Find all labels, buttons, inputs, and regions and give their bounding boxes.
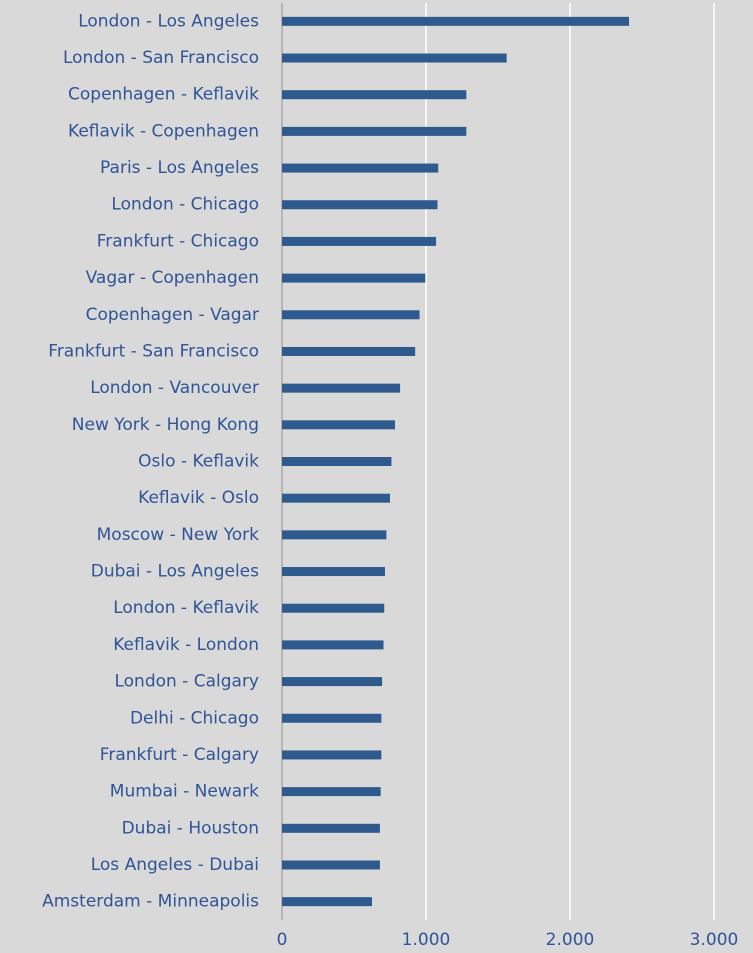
bar [282, 493, 390, 503]
y-tick-label: Vagar - Copenhagen [86, 268, 259, 288]
bar [282, 310, 420, 320]
bar [282, 457, 392, 466]
y-tick-label: London - Chicago [111, 195, 259, 215]
bar [282, 90, 467, 100]
bar [282, 53, 507, 63]
y-tick-label: Amsterdam - Minneapolis [42, 892, 259, 912]
x-tick-label: 0 [277, 930, 288, 950]
bar [282, 273, 426, 283]
y-tick-label: London - Keflavik [113, 598, 259, 618]
y-tick-label: Keflavik - Oslo [138, 488, 259, 508]
bar [282, 860, 380, 870]
bar [282, 823, 380, 833]
bar [282, 677, 383, 687]
bar [282, 787, 381, 797]
y-tick-label: Mumbai - Newark [110, 782, 259, 802]
bar [282, 16, 630, 26]
y-tick-label: London - Los Angeles [78, 11, 259, 31]
bar [282, 346, 416, 356]
y-tick-label: Keflavik - Copenhagen [68, 121, 259, 141]
x-tick-label: 3.000 [690, 930, 739, 950]
y-tick-label: Frankfurt - Calgary [100, 745, 259, 765]
y-tick-label: Copenhagen - Keflavik [68, 85, 259, 105]
bar [282, 713, 382, 723]
y-tick-label: Delhi - Chicago [130, 708, 259, 728]
bar [282, 126, 467, 136]
bar [282, 640, 384, 650]
bar [282, 420, 396, 430]
y-tick-label: New York - Hong Kong [72, 415, 259, 435]
y-tick-label: London - San Francisco [63, 48, 259, 68]
y-tick-label: London - Calgary [114, 672, 259, 692]
y-tick-label: Los Angeles - Dubai [91, 855, 259, 875]
bar [282, 200, 438, 210]
bar [282, 236, 437, 246]
y-tick-label: Oslo - Keflavik [138, 452, 259, 472]
x-tick-label: 1.000 [402, 930, 451, 950]
y-tick-label: Moscow - New York [97, 525, 260, 545]
y-tick-label: Frankfurt - San Francisco [48, 341, 259, 361]
y-tick-label: Dubai - Houston [122, 818, 259, 838]
y-tick-label: London - Vancouver [90, 378, 259, 398]
y-tick-label: Paris - Los Angeles [100, 158, 259, 178]
bar [282, 897, 372, 907]
bar [282, 163, 439, 173]
y-tick-label: Dubai - Los Angeles [91, 562, 259, 582]
bar [282, 567, 385, 577]
y-tick-label: Keflavik - London [113, 635, 259, 655]
bar [282, 383, 401, 393]
y-tick-label: Copenhagen - Vagar [86, 305, 259, 325]
bar [282, 750, 382, 760]
y-tick-label: Frankfurt - Chicago [97, 231, 259, 251]
x-tick-label: 2.000 [546, 930, 595, 950]
bar [282, 603, 385, 613]
bar [282, 530, 387, 540]
